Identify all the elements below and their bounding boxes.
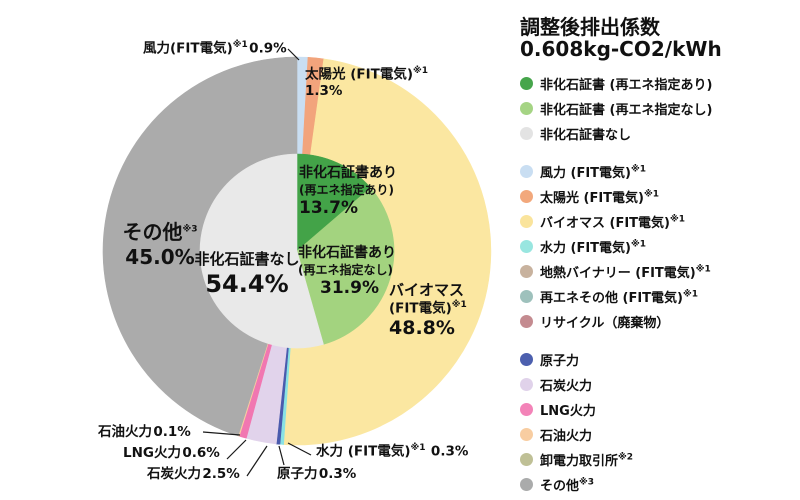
legend-color-dot: [520, 453, 533, 466]
legend-item: 太陽光 (FIT電気)※1: [520, 184, 795, 209]
legend-label: 石炭火力: [540, 379, 593, 394]
biomass-slice-label: バイオマス (FIT電気)※1 48.8%: [389, 281, 467, 340]
legend-color-dot: [520, 165, 533, 178]
legend-item: 再エネその他 (FIT電気)※1: [520, 284, 795, 309]
certificate-nonrenewable-label: 非化石証書あり (再エネ指定なし) 31.9%: [298, 245, 396, 298]
pie-slice: [296, 187, 395, 345]
legend-label: リサイクル（廃棄物）: [540, 316, 670, 331]
footnote-marker: ※3: [579, 477, 595, 488]
legend-label: LNG火力: [540, 404, 596, 419]
legend-label: 非化石証書なし: [540, 128, 632, 143]
footnote-marker: ※1: [631, 164, 647, 175]
legend-item: 卸電力取引所※2: [520, 447, 795, 472]
legend-item: 水力 (FIT電気)※1: [520, 234, 795, 259]
legend-color-dot: [520, 102, 533, 115]
legend-label: 非化石証書 (再エネ指定あり): [540, 78, 713, 93]
footnote-marker: ※2: [618, 452, 634, 463]
pie-slice: [199, 153, 324, 349]
legend-color-dot: [520, 190, 533, 203]
legend-item: 非化石証書 (再エネ指定あり): [520, 71, 795, 96]
legend-color-dot: [520, 478, 533, 491]
leader-line: [278, 445, 285, 466]
chart-title: 調整後排出係数 0.608kg-CO2/kWh: [520, 15, 722, 62]
legend-item: 石炭火力: [520, 372, 795, 397]
hydro-slice-label: 水力 (FIT電気)※1 0.3%: [316, 443, 469, 460]
certificate-renewable-label: 非化石証書あり (再エネ指定あり) 13.7%: [299, 165, 397, 218]
oil-slice-label: 石油火力 0.1%: [98, 424, 191, 440]
legend-color-dot: [520, 215, 533, 228]
legend-item: 非化石証書 (再エネ指定なし): [520, 96, 795, 121]
no-certificate-label: 非化石証書なし 54.4%: [194, 250, 300, 298]
legend-group: 原子力石炭火力 LNG火力石油火力卸電力取引所※2 その他※3: [520, 347, 795, 497]
legend-label: バイオマス (FIT電気)※1: [540, 214, 686, 231]
footnote-marker: ※1: [670, 214, 686, 225]
legend-item: 原子力: [520, 347, 795, 372]
footnote-marker: ※1: [695, 264, 711, 275]
legend-label: 石油火力: [540, 429, 593, 444]
legend-label: 太陽光 (FIT電気)※1: [540, 189, 660, 206]
solar-slice-label: 太陽光 (FIT電気)※1 1.3%: [305, 66, 429, 100]
legend-item: LNG火力: [520, 397, 795, 422]
pie-slice: [296, 153, 371, 252]
legend-color-dot: [520, 315, 533, 328]
legend-item: 地熱バイナリー (FIT電気)※1: [520, 259, 795, 284]
legend-label: 卸電力取引所※2: [540, 452, 634, 469]
leader-line: [287, 48, 300, 61]
legend: 非化石証書 (再エネ指定あり) 非化石証書 (再エネ指定なし) 非化石証書なし 風力 …: [520, 71, 795, 500]
legend-item: その他※3: [520, 472, 795, 497]
leader-line: [246, 445, 268, 477]
footnote-marker: ※1: [631, 239, 647, 250]
legend-item: リサイクル（廃棄物）: [520, 309, 795, 334]
legend-color-dot: [520, 77, 533, 90]
wind-slice-label: 風力(FIT電気)※1 0.9%: [143, 40, 287, 57]
legend-label: 非化石証書 (再エネ指定なし): [540, 103, 713, 118]
legend-group: 非化石証書 (再エネ指定あり) 非化石証書 (再エネ指定なし) 非化石証書なし: [520, 71, 795, 146]
legend-group: 風力 (FIT電気)※1 太陽光 (FIT電気)※1 バイオマス (FIT電気)※1…: [520, 159, 795, 334]
other-slice-label: その他※3 45.0%: [122, 220, 198, 269]
lng-slice-label: LNG火力 0.6%: [123, 445, 220, 461]
coal-slice-label: 石炭火力 2.5%: [147, 466, 240, 482]
legend-color-dot: [520, 127, 533, 140]
legend-color-dot: [520, 290, 533, 303]
footnote-marker: ※1: [683, 289, 699, 300]
legend-color-dot: [520, 403, 533, 416]
nuclear-slice-label: 原子力 0.3%: [277, 466, 357, 482]
legend-color-dot: [520, 240, 533, 253]
leader-line: [202, 431, 241, 436]
legend-label: 水力 (FIT電気)※1: [540, 239, 647, 256]
legend-color-dot: [520, 265, 533, 278]
leader-line: [287, 442, 312, 456]
legend-color-dot: [520, 428, 533, 441]
leader-line: [226, 439, 247, 460]
legend-label: その他※3: [540, 477, 595, 494]
legend-color-dot: [520, 378, 533, 391]
footnote-marker: ※1: [644, 189, 660, 200]
chart-header: 調整後排出係数 0.608kg-CO2/kWh: [520, 16, 790, 61]
legend-label: 再エネその他 (FIT電気)※1: [540, 289, 699, 306]
legend-label: 地熱バイナリー (FIT電気)※1: [540, 264, 711, 281]
legend-item: 石油火力: [520, 422, 795, 447]
legend-item: バイオマス (FIT電気)※1: [520, 209, 795, 234]
legend-item: 非化石証書なし: [520, 121, 795, 146]
legend-label: 風力 (FIT電気)※1: [540, 164, 647, 181]
legend-color-dot: [520, 353, 533, 366]
legend-item: 風力 (FIT電気)※1: [520, 159, 795, 184]
legend-label: 原子力: [540, 354, 580, 369]
